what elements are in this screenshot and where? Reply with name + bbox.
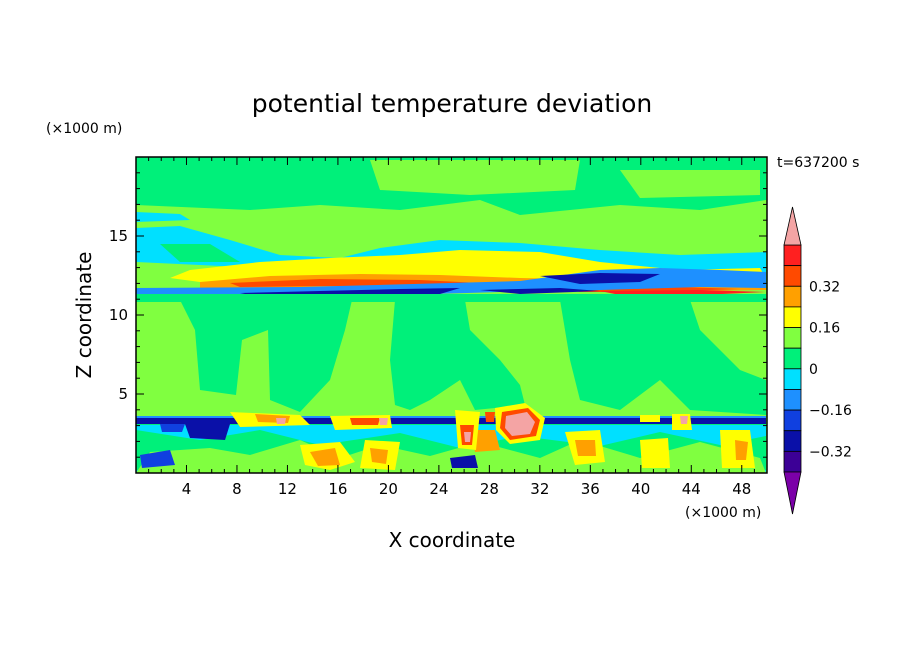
cyan-band xyxy=(160,244,240,262)
colorbar-segment xyxy=(783,430,802,452)
y-tick-label: 5 xyxy=(118,385,128,403)
cold-band xyxy=(540,273,660,284)
neutral-patch xyxy=(390,300,525,410)
boundary-layer xyxy=(640,438,670,468)
x-axis-label: X coordinate xyxy=(389,528,516,552)
colorbar-segment xyxy=(783,285,802,308)
x-tick-label: 16 xyxy=(328,480,347,498)
upper-band xyxy=(620,170,760,198)
upper-band xyxy=(370,160,580,195)
boundary-layer xyxy=(136,440,766,473)
cyan-band xyxy=(136,212,190,222)
neutral-patch xyxy=(560,300,766,415)
colorbar-label: 0 xyxy=(809,362,818,378)
warm-plume xyxy=(379,418,388,425)
boundary-layer xyxy=(735,440,748,460)
colorbar-label: −0.32 xyxy=(809,444,852,460)
colorbar-segment xyxy=(783,306,802,328)
x-tick-label: 20 xyxy=(379,480,398,498)
colorbar-label: 0.32 xyxy=(809,279,840,295)
inversion-layer xyxy=(136,418,766,424)
boundary-layer xyxy=(450,455,478,468)
x-unit-label: (×1000 m) xyxy=(685,505,761,521)
y-unit-label: (×1000 m) xyxy=(46,121,122,137)
colorbar-segment xyxy=(783,409,802,432)
warm-bubble xyxy=(505,412,535,436)
x-tick-label: 48 xyxy=(732,480,751,498)
colorbar-extend-min xyxy=(783,471,802,515)
colorbar-label: −0.16 xyxy=(809,403,852,419)
boundary-layer xyxy=(575,440,596,456)
warm-plume xyxy=(464,432,471,442)
colorbar-segment xyxy=(783,244,802,267)
chart-title: potential temperature deviation xyxy=(252,89,652,118)
colorbar: 0.32 0.16 0 −0.16 −0.32 xyxy=(783,206,852,515)
boundary-layer xyxy=(370,448,388,464)
colorbar-segment xyxy=(783,327,802,349)
x-tick-label: 24 xyxy=(429,480,448,498)
inversion-layer xyxy=(136,416,766,418)
x-tick-label: 36 xyxy=(581,480,600,498)
y-tick-label: 15 xyxy=(109,227,128,245)
contour-field xyxy=(136,157,767,473)
cold-band xyxy=(600,290,766,295)
cold-band xyxy=(136,294,766,302)
colorbar-label: 0.16 xyxy=(809,321,840,337)
colorbar-segment xyxy=(783,265,802,287)
x-tick-label: 44 xyxy=(682,480,701,498)
warm-plume xyxy=(640,415,660,422)
x-tick-label: 40 xyxy=(631,480,650,498)
colorbar-segment xyxy=(783,347,802,370)
colorbar-segment xyxy=(783,368,802,390)
y-tick-label: 10 xyxy=(109,306,128,324)
inversion-layer xyxy=(160,424,185,432)
x-tick-label: 32 xyxy=(530,480,549,498)
boundary-layer xyxy=(140,450,175,468)
cold-band xyxy=(480,288,600,294)
boundary-layer xyxy=(310,448,340,466)
colorbar-extend-max xyxy=(783,206,802,246)
y-axis-label: Z coordinate xyxy=(72,252,96,379)
warm-plume xyxy=(680,416,688,424)
neutral-patch xyxy=(136,300,352,412)
x-tick-label: 8 xyxy=(232,480,242,498)
colorbar-segment xyxy=(783,450,802,473)
warm-plume xyxy=(350,418,380,425)
colorbar-segment xyxy=(783,389,802,411)
warm-plume xyxy=(485,412,495,422)
x-tick-label: 28 xyxy=(480,480,499,498)
x-tick-label: 12 xyxy=(278,480,297,498)
warm-plume xyxy=(276,418,286,424)
x-tick-label: 4 xyxy=(182,480,192,498)
time-label: t=637200 s xyxy=(777,155,859,171)
inversion-layer xyxy=(185,424,230,440)
